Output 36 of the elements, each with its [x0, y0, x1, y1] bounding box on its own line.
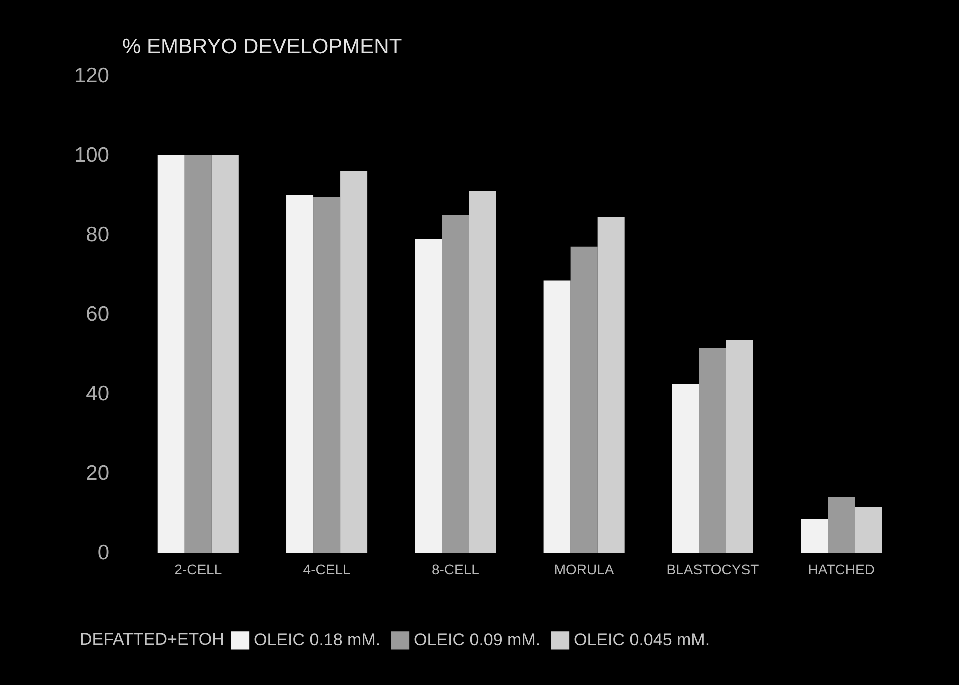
bar — [469, 191, 496, 553]
legend-label: OLEIC 0.045 mM. — [574, 630, 710, 650]
bar — [598, 217, 625, 553]
y-tick-label: 0 — [98, 542, 110, 564]
y-tick-label: 80 — [86, 224, 110, 246]
bar — [544, 280, 571, 553]
x-tick-label: BLASTOCYST — [666, 562, 760, 578]
x-tick-label: 4-CELL — [303, 562, 351, 578]
bar — [442, 215, 470, 553]
y-tick-label: 120 — [74, 64, 110, 88]
x-tick-label: 2-CELL — [174, 562, 222, 578]
bar — [726, 340, 754, 553]
bar — [286, 195, 314, 553]
bar — [570, 246, 598, 553]
bar — [158, 156, 185, 553]
legend-title: DEFATTED+ETOH — [80, 630, 224, 649]
x-tick-label: 8-CELL — [432, 562, 480, 578]
legend-label: OLEIC 0.18 mM. — [254, 630, 381, 650]
bar — [340, 171, 368, 553]
legend-label: OLEIC 0.09 mM. — [414, 630, 541, 650]
x-tick-label: MORULA — [554, 562, 615, 578]
x-tick-label: HATCHED — [808, 562, 875, 578]
bar — [828, 497, 856, 553]
bar — [699, 348, 726, 553]
y-tick-label: 100 — [74, 144, 110, 167]
bar — [415, 238, 442, 553]
y-tick-label: 60 — [86, 303, 110, 326]
y-tick-label: 20 — [86, 462, 110, 485]
y-axis-title: % EMBRYO DEVELOPMENT — [122, 36, 402, 58]
bar — [184, 156, 212, 553]
bar — [855, 507, 882, 553]
bar — [212, 156, 239, 553]
bar — [801, 519, 828, 553]
bar — [672, 384, 700, 553]
y-tick-label: 40 — [86, 382, 110, 406]
bar — [314, 197, 341, 553]
